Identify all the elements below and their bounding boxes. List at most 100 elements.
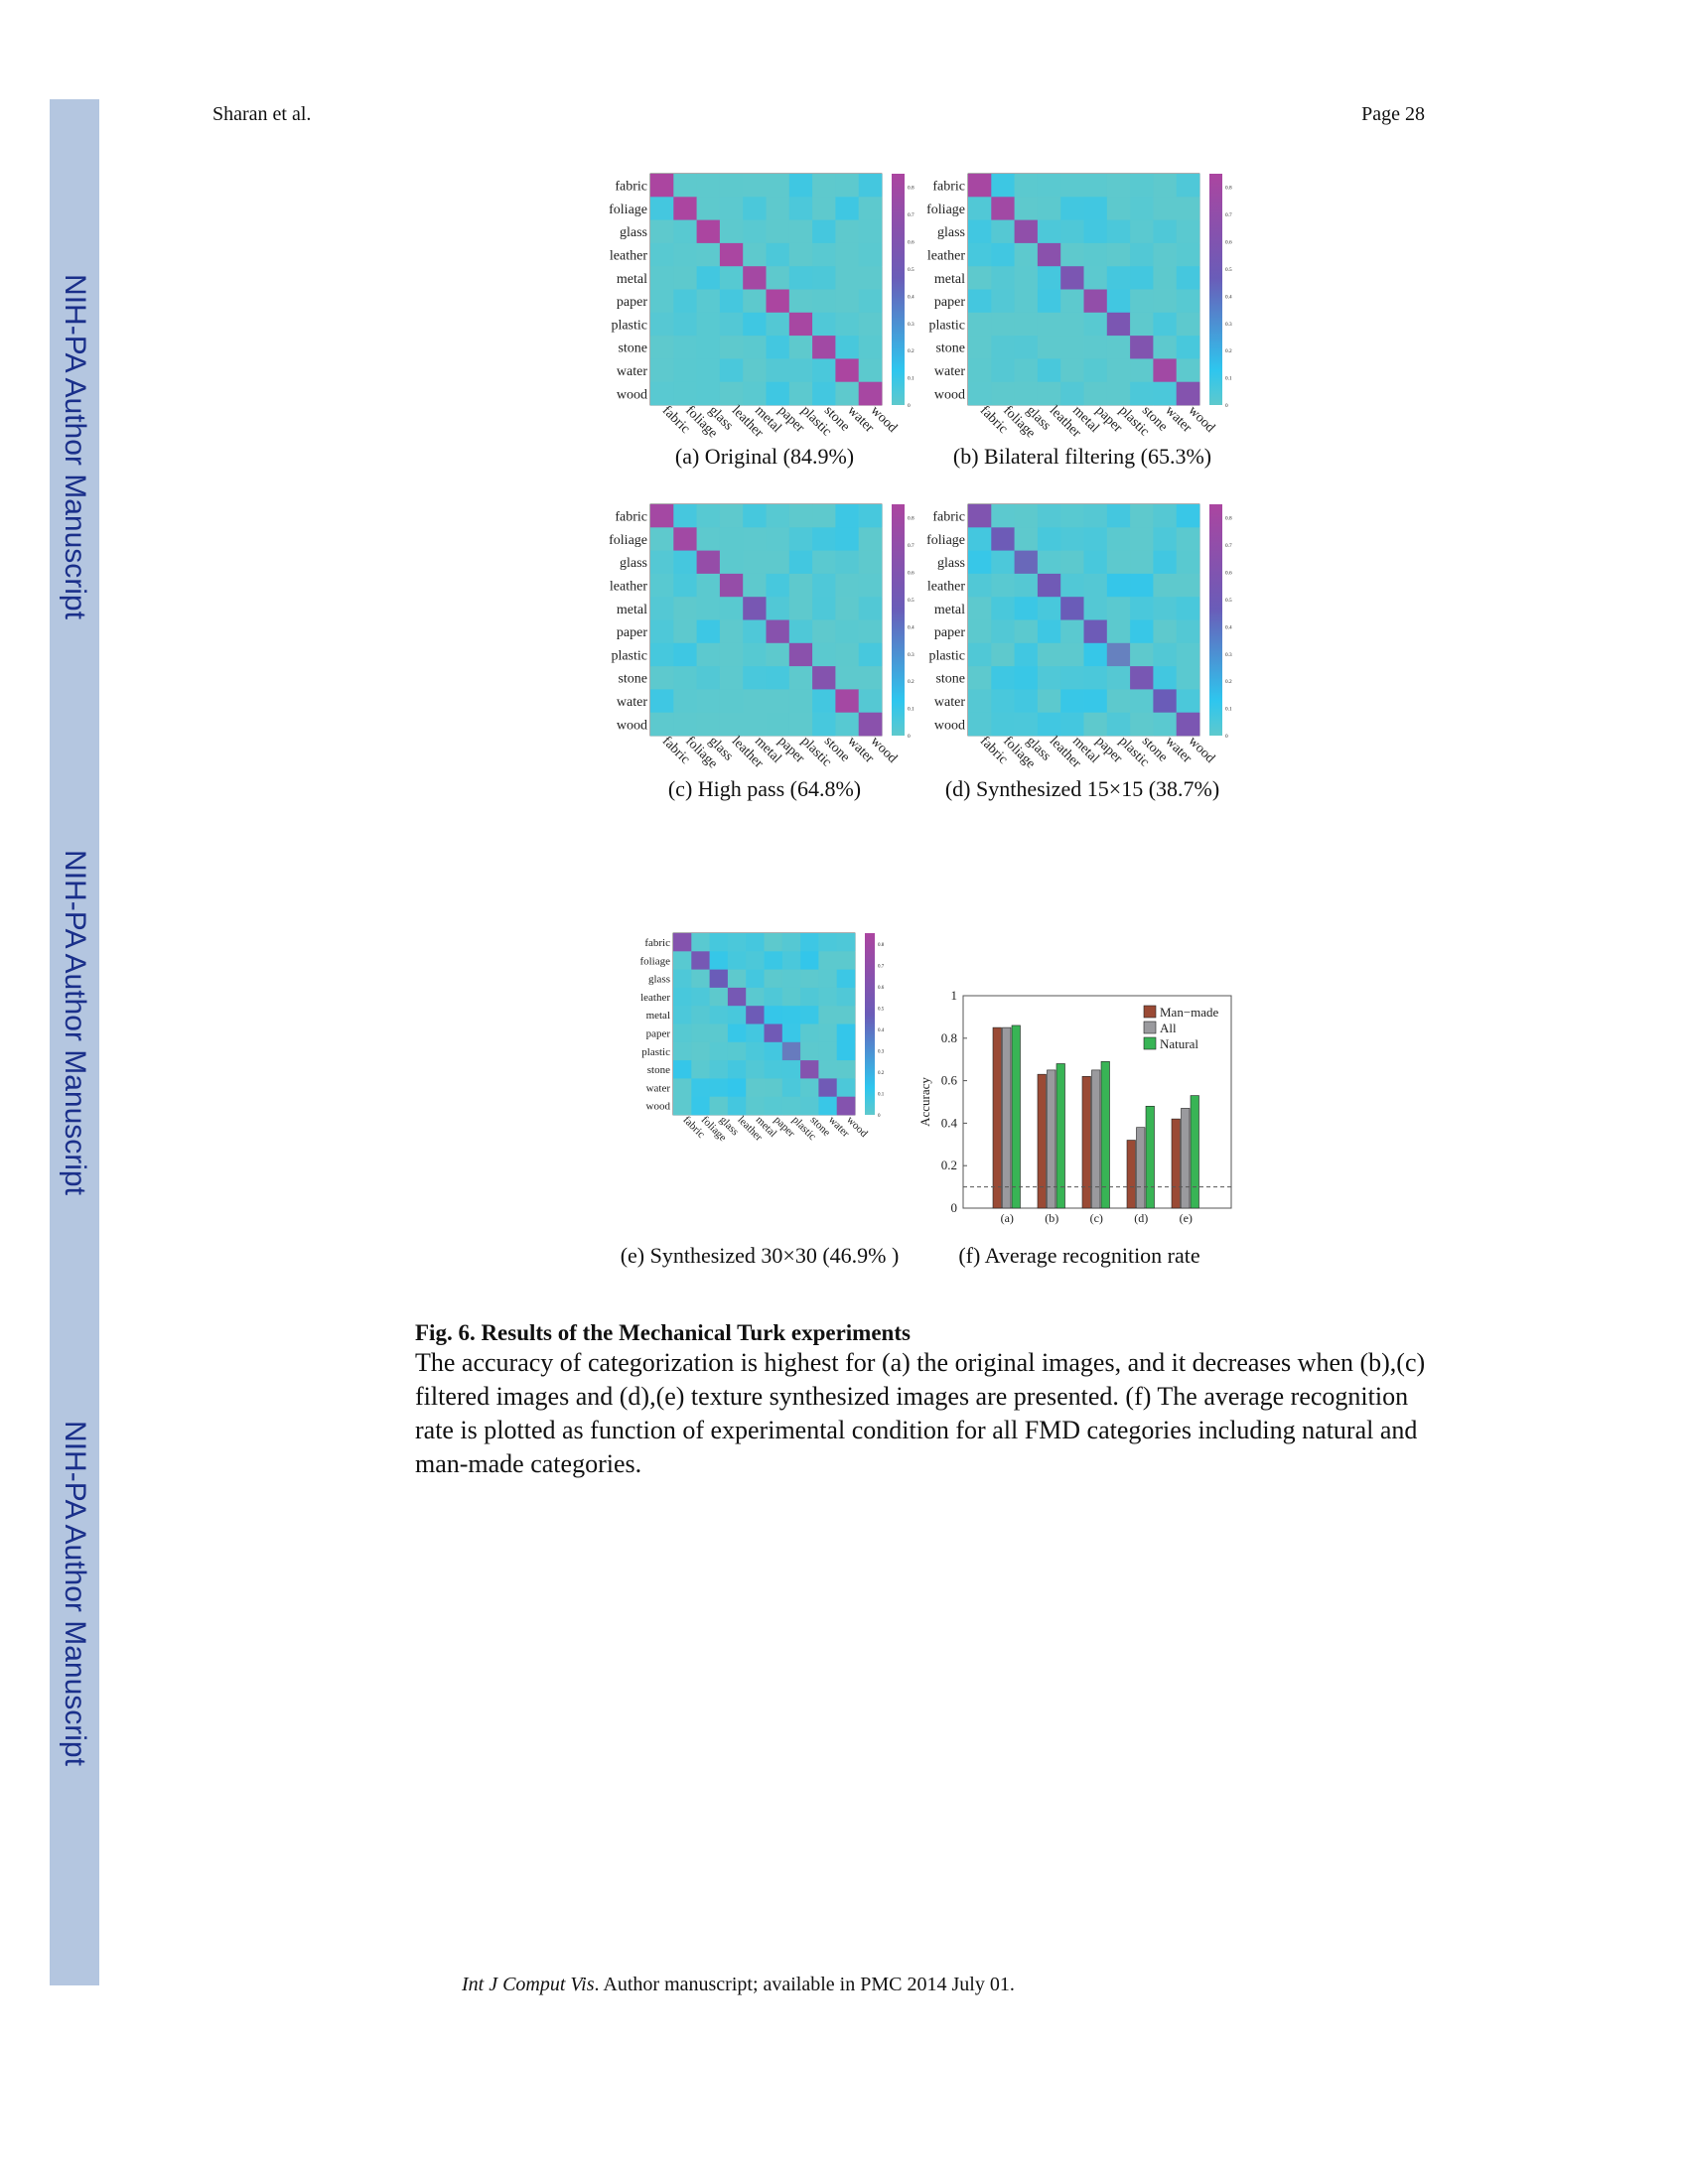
matrix-cell — [650, 666, 674, 690]
matrix-cell — [764, 933, 783, 952]
matrix-cell — [719, 573, 744, 598]
matrix-cell — [1083, 219, 1108, 244]
matrix-cell — [968, 712, 992, 737]
matrix-cell — [673, 174, 697, 198]
matrix-cell — [1037, 219, 1061, 244]
colorbar-tick: 0.8 — [1225, 516, 1232, 522]
row-label-leather: leather — [927, 248, 965, 263]
matrix-cell — [743, 550, 767, 575]
row-label-paper: paper — [646, 1028, 671, 1040]
legend-label: Man−made — [1160, 1005, 1219, 1020]
matrix-cell — [991, 504, 1015, 528]
colorbar-tick: 0.6 — [1225, 571, 1232, 577]
matrix-cell — [766, 312, 790, 337]
matrix-cell — [991, 174, 1015, 198]
matrix-cell — [673, 597, 697, 620]
matrix-cell — [1083, 550, 1108, 575]
bar-man-made-4 — [1171, 1118, 1181, 1209]
matrix-cell — [719, 266, 744, 290]
matrix-cell — [812, 597, 836, 620]
matrix-cell — [650, 689, 674, 713]
matrix-cell — [766, 174, 790, 198]
matrix-cell — [743, 358, 767, 382]
matrix-cell — [1153, 219, 1177, 244]
matrix-cell — [743, 666, 767, 690]
row-label-stone: stone — [618, 341, 647, 356]
matrix-cell — [968, 597, 992, 620]
matrix-cell — [691, 1006, 710, 1024]
matrix-cell — [1130, 266, 1154, 290]
matrix-cell — [1037, 597, 1061, 620]
colorbar-tick: 0.3 — [878, 1049, 885, 1054]
matrix-cell — [991, 381, 1015, 406]
row-label-leather: leather — [610, 248, 647, 263]
colorbar-tick: 0.3 — [908, 322, 914, 328]
matrix-cell — [858, 358, 883, 382]
matrix-cell — [1176, 266, 1200, 290]
matrix-cell — [1060, 289, 1084, 314]
matrix-cell — [1153, 197, 1177, 220]
matrix-cell — [835, 689, 859, 713]
matrix-cell — [650, 197, 674, 220]
matrix-cell — [1060, 619, 1084, 644]
matrix-cell — [1037, 312, 1061, 337]
colorbar-tick: 0.2 — [1225, 348, 1232, 354]
bar-man-made-1 — [1037, 1073, 1047, 1209]
matrix-cell — [835, 312, 859, 337]
colorbar-tick: 0.4 — [908, 294, 914, 300]
matrix-cell — [1083, 619, 1108, 644]
matrix-cell — [1106, 242, 1131, 267]
row-label-wood: wood — [934, 387, 965, 402]
matrix-cell — [650, 712, 674, 737]
matrix-cell — [719, 597, 744, 620]
matrix-cell — [727, 987, 747, 1007]
matrix-cell — [764, 1041, 783, 1061]
matrix-cell — [1153, 573, 1177, 598]
matrix-cell — [818, 951, 837, 970]
colorbar-tick: 0.5 — [1225, 598, 1232, 604]
row-label-paper: paper — [934, 295, 965, 310]
matrix-cell — [1106, 504, 1131, 528]
bar-all-2 — [1091, 1069, 1101, 1209]
matrix-cell — [788, 527, 813, 551]
matrix-cell — [766, 573, 790, 598]
matrix-cell — [812, 573, 836, 598]
colorbar-tick: 0.1 — [908, 376, 914, 382]
matrix-cell — [858, 197, 883, 220]
matrix-cell — [968, 527, 992, 551]
row-label-fabric: fabric — [615, 510, 647, 525]
matrix-cell — [1153, 312, 1177, 337]
matrix-cell — [991, 219, 1015, 244]
matrix-cell — [650, 619, 674, 644]
matrix-cell — [1176, 381, 1200, 406]
matrix-cell — [1060, 381, 1084, 406]
matrix-cell — [812, 689, 836, 713]
matrix-cell — [1176, 174, 1200, 198]
matrix-cell — [743, 266, 767, 290]
matrix-cell — [968, 174, 992, 198]
matrix-cell — [696, 689, 721, 713]
matrix-cell — [1060, 242, 1084, 267]
colorbar-tick: 0 — [1225, 403, 1228, 409]
legend-swatch — [1143, 1005, 1157, 1019]
matrix-cell — [818, 1060, 837, 1079]
matrix-cell — [650, 242, 674, 267]
matrix-cell — [743, 289, 767, 314]
bar-all-4 — [1181, 1108, 1191, 1209]
matrix-cell — [673, 381, 697, 406]
matrix-cell — [788, 266, 813, 290]
matrix-cell — [788, 642, 813, 667]
matrix-cell — [743, 336, 767, 359]
matrix-cell — [1130, 381, 1154, 406]
row-label-foliage: foliage — [609, 533, 647, 548]
matrix-cell — [818, 1096, 837, 1116]
matrix-cell — [781, 1006, 801, 1024]
matrix-cell — [858, 504, 883, 528]
matrix-cell — [1060, 689, 1084, 713]
matrix-cell — [696, 527, 721, 551]
matrix-cell — [673, 550, 697, 575]
matrix-cell — [746, 969, 765, 989]
matrix-cell — [800, 1060, 819, 1079]
matrix-cell — [968, 666, 992, 690]
matrix-cell — [788, 336, 813, 359]
